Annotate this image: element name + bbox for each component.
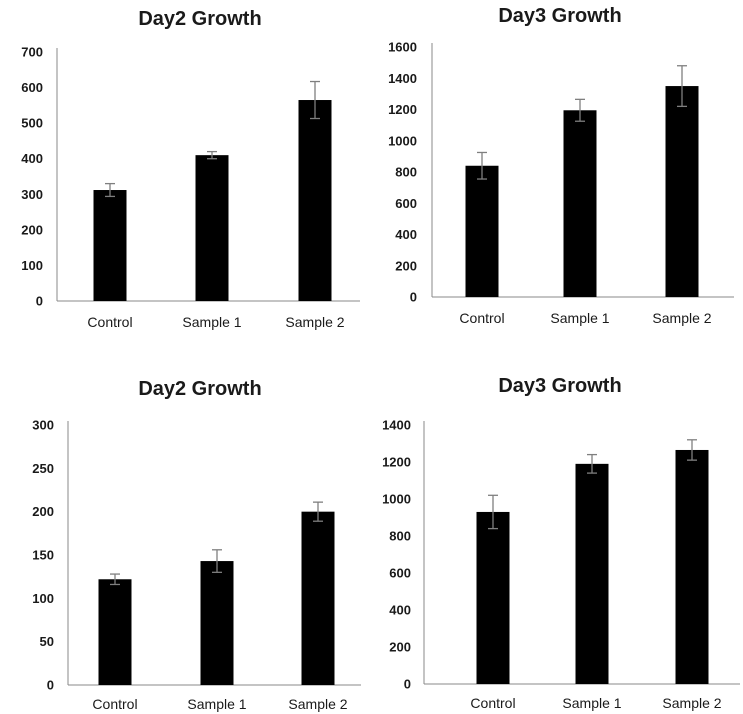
y-tick-label: 700 [21, 45, 43, 60]
x-tick-label: Sample 2 [288, 696, 347, 712]
x-tick-label: Sample 2 [652, 310, 711, 326]
bar [465, 165, 499, 297]
chart-title: Day3 Growth [498, 375, 621, 397]
bar [195, 155, 229, 301]
day2-growth-chart-bottom: Day2 Growth 0 50 100 150 200 250 300 Control Samp… [32, 378, 361, 712]
y-tick-label: 100 [32, 591, 54, 606]
chart-title: Day2 Growth [138, 8, 261, 30]
bar [675, 449, 709, 684]
day2-growth-chart-top: Day2 Growth 0 100 200 300 400 500 600 700 Control… [21, 8, 360, 330]
y-tick-label: 100 [21, 258, 43, 273]
error-bar [207, 150, 217, 160]
x-tick-label: Control [459, 310, 504, 326]
y-tick-label: 0 [36, 294, 43, 309]
y-tick-label: 800 [389, 529, 411, 544]
error-bar [587, 453, 597, 474]
y-tick-label: 1400 [388, 71, 417, 86]
chart-title: Day2 Growth [138, 378, 261, 400]
x-tick-label: Sample 1 [187, 696, 246, 712]
bar [476, 511, 510, 684]
x-tick-label: Control [87, 314, 132, 330]
error-bar [677, 65, 687, 108]
bar [98, 579, 132, 685]
y-tick-label: 600 [21, 80, 43, 95]
y-tick-label: 1600 [388, 40, 417, 55]
y-tick-label: 600 [395, 196, 417, 211]
y-tick-label: 200 [32, 504, 54, 519]
y-tick-label: 0 [410, 290, 417, 305]
error-bar [110, 573, 120, 586]
error-bar [687, 439, 697, 461]
y-tick-label: 0 [404, 677, 411, 692]
y-tick-label: 50 [40, 634, 54, 649]
error-bar [212, 549, 222, 573]
error-bar [477, 151, 487, 180]
y-tick-label: 400 [395, 227, 417, 242]
chart-title: Day3 Growth [498, 5, 621, 27]
y-tick-label: 1000 [388, 133, 417, 148]
x-tick-label: Sample 2 [662, 695, 721, 711]
bar [93, 190, 127, 301]
y-tick-label: 800 [395, 165, 417, 180]
x-tick-label: Control [92, 696, 137, 712]
y-tick-label: 600 [389, 566, 411, 581]
y-tick-label: 250 [32, 461, 54, 476]
error-bar [575, 98, 585, 122]
error-bar [105, 182, 115, 198]
y-tick-label: 150 [32, 548, 54, 563]
error-bar [313, 501, 323, 522]
y-tick-label: 1000 [382, 492, 411, 507]
day3-growth-chart-bottom: Day3 Growth 0 200 400 600 800 1000 1200 1400 Cont… [382, 375, 740, 711]
x-tick-label: Sample 1 [182, 314, 241, 330]
x-tick-label: Sample 2 [285, 314, 344, 330]
y-tick-label: 200 [395, 258, 417, 273]
y-tick-label: 200 [21, 222, 43, 237]
y-tick-label: 1200 [382, 455, 411, 470]
x-tick-label: Sample 1 [550, 310, 609, 326]
y-tick-label: 300 [32, 418, 54, 433]
error-bar [488, 494, 498, 530]
x-tick-label: Control [470, 695, 515, 711]
bar [563, 110, 597, 297]
y-tick-label: 400 [21, 151, 43, 166]
bar [301, 511, 335, 685]
y-tick-label: 1400 [382, 418, 411, 433]
day3-growth-chart-top: Day3 Growth 0 200 400 600 800 1000 1200 1400 1600… [388, 5, 734, 326]
y-tick-label: 200 [389, 640, 411, 655]
bar [665, 86, 699, 297]
y-tick-label: 400 [389, 603, 411, 618]
y-tick-label: 1200 [388, 102, 417, 117]
y-tick-label: 0 [47, 678, 54, 693]
y-tick-label: 300 [21, 187, 43, 202]
bar [575, 463, 609, 684]
bar [298, 100, 332, 302]
error-bar [310, 80, 320, 120]
y-tick-label: 500 [21, 116, 43, 131]
bar [200, 561, 234, 685]
x-tick-label: Sample 1 [562, 695, 621, 711]
